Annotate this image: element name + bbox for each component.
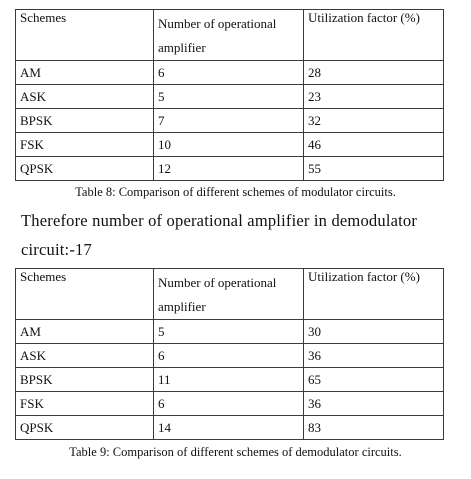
header-cell: Number of operational amplifier	[153, 268, 304, 320]
table-cell: FSK	[15, 132, 154, 157]
table-cell: 23	[303, 84, 444, 109]
table-cell: 36	[303, 343, 444, 368]
table-cell: AM	[15, 60, 154, 85]
table-cell: 36	[303, 391, 444, 416]
table-cell: QPSK	[15, 415, 154, 440]
table-caption: Table 9: Comparison of different schemes…	[69, 445, 402, 459]
header-cell: Utilization factor (%)	[303, 9, 444, 61]
table-row: ASK 6 36	[15, 343, 444, 368]
table-row: BPSK 11 65	[15, 367, 444, 392]
table-cell: 7	[153, 108, 304, 133]
table-cell: ASK	[15, 343, 154, 368]
table-cell: 14	[153, 415, 304, 440]
table-cell: 83	[303, 415, 444, 440]
table-cell: 10	[153, 132, 304, 157]
table-cell: 32	[303, 108, 444, 133]
table-row: AM 5 30	[15, 319, 444, 344]
table-cell: BPSK	[15, 367, 154, 392]
table-caption: Table 8: Comparison of different schemes…	[75, 185, 396, 199]
header-cell: Number of operational amplifier	[153, 9, 304, 61]
table-row: QPSK 14 83	[15, 415, 444, 440]
table-cell: BPSK	[15, 108, 154, 133]
table-row: FSK 10 46	[15, 132, 444, 157]
table-header-row: Schemes Number of operational amplifier …	[15, 9, 444, 61]
table-cell: 5	[153, 319, 304, 344]
table-row: QPSK 12 55	[15, 156, 444, 181]
table-cell: FSK	[15, 391, 154, 416]
table-cell: 12	[153, 156, 304, 181]
header-cell: Schemes	[15, 268, 154, 320]
table-row: FSK 6 36	[15, 391, 444, 416]
table-cell: 6	[153, 60, 304, 85]
header-cell: Schemes	[15, 9, 154, 61]
body-text-line: circuit:-17	[21, 240, 92, 259]
table-cell: 28	[303, 60, 444, 85]
table-cell: 6	[153, 391, 304, 416]
demodulator-comparison-table: Schemes Number of operational amplifier …	[15, 268, 444, 440]
table-cell: 30	[303, 319, 444, 344]
header-cell: Utilization factor (%)	[303, 268, 444, 320]
table-row: AM 6 28	[15, 60, 444, 85]
table-cell: 65	[303, 367, 444, 392]
table-cell: 6	[153, 343, 304, 368]
table-cell: QPSK	[15, 156, 154, 181]
table-cell: 46	[303, 132, 444, 157]
table-cell: 11	[153, 367, 304, 392]
table-row: BPSK 7 32	[15, 108, 444, 133]
modulator-comparison-table: Schemes Number of operational amplifier …	[15, 9, 444, 181]
table-cell: ASK	[15, 84, 154, 109]
table-cell: 5	[153, 84, 304, 109]
table-cell: 55	[303, 156, 444, 181]
table-cell: AM	[15, 319, 154, 344]
body-text-line: Therefore number of operational amplifie…	[21, 211, 418, 230]
table-row: ASK 5 23	[15, 84, 444, 109]
table-header-row: Schemes Number of operational amplifier …	[15, 268, 444, 320]
